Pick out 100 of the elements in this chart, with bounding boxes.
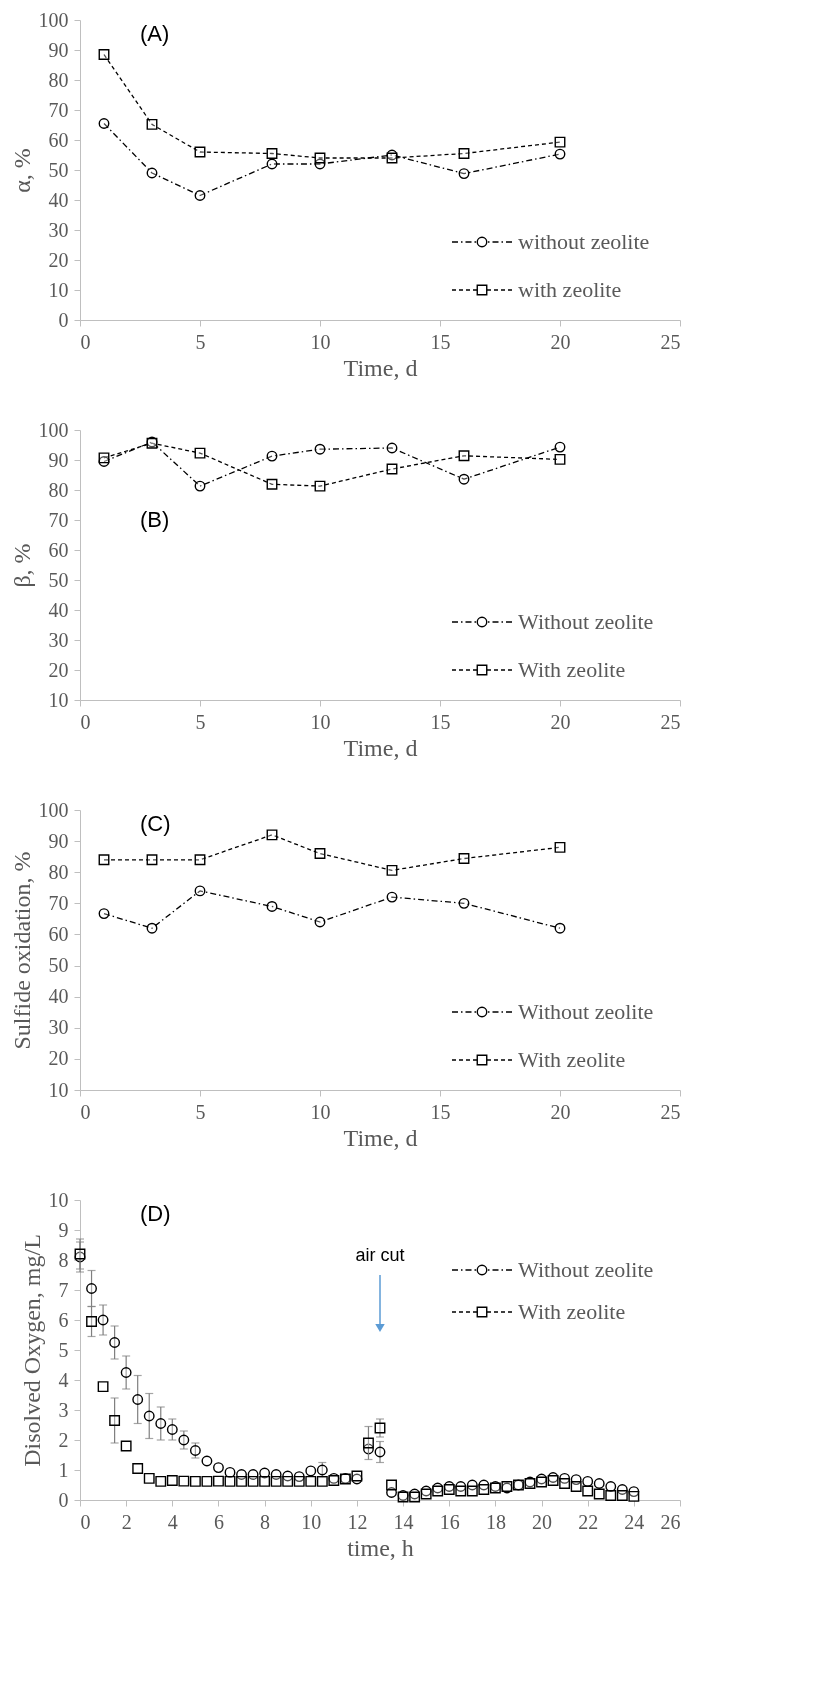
point <box>132 1463 144 1474</box>
y-tick-label: 10 <box>48 1078 69 1101</box>
annotation: (A) <box>140 21 170 46</box>
point <box>458 473 470 485</box>
y-tick-label: 30 <box>48 1016 69 1039</box>
point <box>98 908 110 920</box>
point <box>316 1475 328 1487</box>
point <box>386 891 398 903</box>
point <box>266 148 278 159</box>
point <box>98 452 110 464</box>
point <box>455 1485 467 1497</box>
y-tick-label: 0 <box>58 1488 69 1511</box>
point <box>166 1424 178 1435</box>
point <box>178 1434 190 1446</box>
y-tick-label: 9 <box>58 1218 69 1241</box>
x-tick-label: 10 <box>310 710 331 733</box>
point <box>582 1485 594 1497</box>
point <box>593 1478 605 1489</box>
y-tick-label: 90 <box>48 38 69 61</box>
y-tick-label: 60 <box>48 538 69 561</box>
point <box>314 443 326 455</box>
y-tick-label: 10 <box>48 688 69 711</box>
y-tick-label: 3 <box>58 1398 69 1421</box>
point <box>554 841 566 853</box>
y-tick-label: 20 <box>48 658 69 681</box>
legend-label: Without zeolite <box>518 609 654 634</box>
point <box>98 854 110 866</box>
point <box>146 854 158 866</box>
y-tick-label: 40 <box>48 985 69 1008</box>
y-tick-label: 40 <box>48 598 69 621</box>
point <box>189 1475 201 1487</box>
x-tick-label: 12 <box>347 1510 368 1533</box>
point <box>266 829 278 841</box>
x-axis-title: Time, d <box>343 734 418 761</box>
point <box>201 1475 213 1487</box>
point <box>363 1437 374 1449</box>
point <box>554 453 566 465</box>
y-tick-label: 20 <box>48 248 69 271</box>
x-tick-label: 14 <box>393 1510 414 1533</box>
x-tick-label: 0 <box>80 710 91 733</box>
point <box>213 1475 224 1487</box>
point <box>194 190 206 201</box>
point <box>201 1455 213 1467</box>
point <box>305 1465 317 1477</box>
point <box>458 450 470 462</box>
y-tick-label: 10 <box>48 278 69 301</box>
point <box>458 897 470 909</box>
point <box>194 447 206 459</box>
y-tick-label: 90 <box>48 829 69 852</box>
x-tick-label: 26 <box>660 1510 681 1533</box>
point <box>146 118 158 130</box>
x-axis-title: Time, d <box>343 354 418 381</box>
point <box>109 1337 121 1348</box>
x-tick-label: 20 <box>550 1100 571 1123</box>
point <box>266 158 278 170</box>
y-tick-label: 30 <box>48 218 69 241</box>
y-tick-label: 60 <box>48 922 69 945</box>
point <box>282 1475 294 1487</box>
point <box>155 1418 167 1429</box>
point <box>98 49 110 60</box>
point <box>314 480 326 492</box>
legend-label: Without zeolite <box>518 999 654 1024</box>
point <box>224 1475 236 1487</box>
y-tick-label: 100 <box>38 798 69 821</box>
x-tick-label: 25 <box>660 710 681 733</box>
y-tick-label: 7 <box>58 1278 69 1301</box>
point <box>132 1394 144 1405</box>
point <box>374 1446 386 1458</box>
point <box>386 864 398 876</box>
x-tick-label: 20 <box>550 710 571 733</box>
point <box>314 916 326 928</box>
point <box>247 1475 259 1487</box>
point <box>146 922 158 934</box>
y-tick-label: 5 <box>58 1338 69 1361</box>
y-tick-label: 0 <box>58 308 69 331</box>
y-tick-label: 10 <box>48 1188 69 1211</box>
point <box>458 168 470 180</box>
annotation: air cut <box>355 1245 405 1265</box>
point <box>554 148 566 160</box>
point <box>120 1440 132 1452</box>
point <box>386 442 398 454</box>
y-tick-label: 50 <box>48 158 69 181</box>
x-tick-label: 24 <box>624 1510 645 1533</box>
point <box>293 1475 305 1487</box>
legend-label: With zeolite <box>518 657 626 682</box>
point <box>236 1475 247 1487</box>
point <box>178 1475 190 1487</box>
x-tick-label: 20 <box>550 330 571 353</box>
x-tick-label: 25 <box>660 330 681 353</box>
y-axis-title: Sulfide oxidation, % <box>8 851 35 1050</box>
point <box>259 1475 271 1487</box>
point <box>189 1445 201 1456</box>
point <box>554 136 566 148</box>
point <box>194 854 206 866</box>
y-axis-title: Disolved Oxygen, mg/L <box>18 1234 45 1467</box>
y-tick-label: 40 <box>48 188 69 211</box>
point <box>305 1475 317 1487</box>
point <box>554 441 566 453</box>
x-tick-label: 10 <box>310 1100 331 1123</box>
x-tick-label: 10 <box>301 1510 322 1533</box>
